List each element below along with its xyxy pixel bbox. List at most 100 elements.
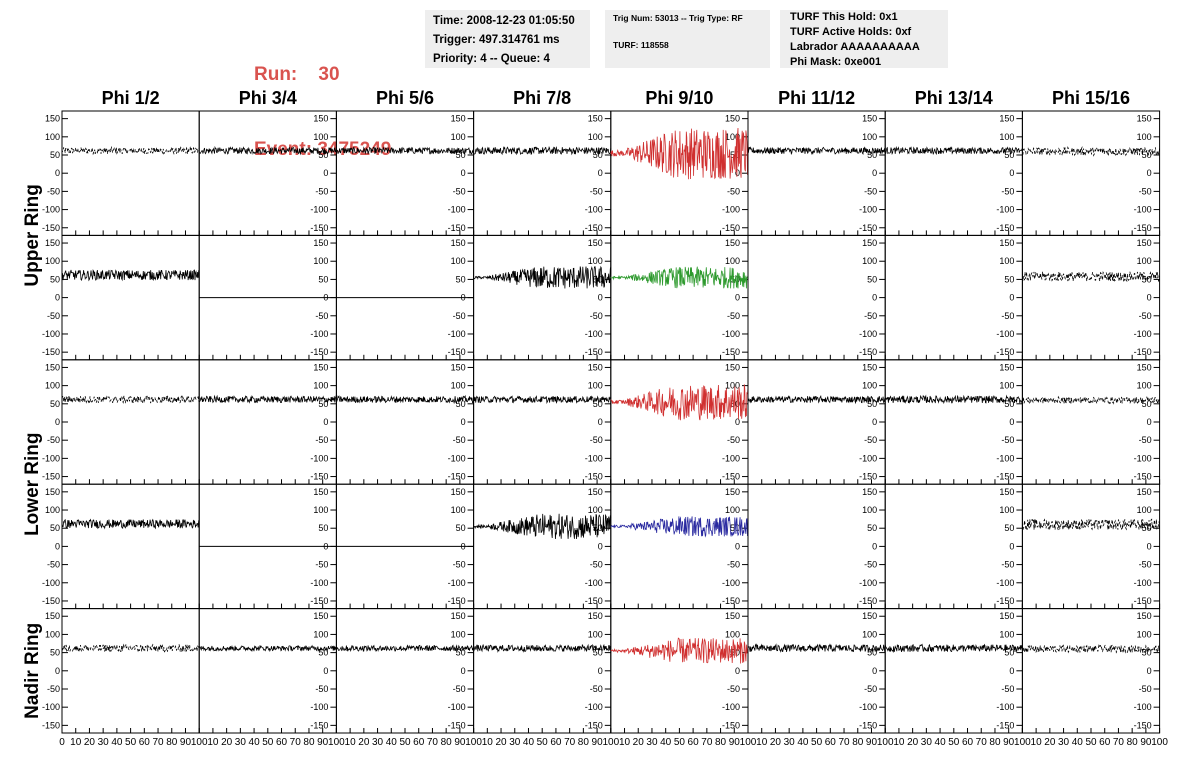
panel-frame: [198, 110, 337, 236]
y-tick-label: 50: [867, 150, 877, 160]
y-tick-label: 100: [725, 629, 740, 639]
y-tick-label: 150: [999, 611, 1014, 621]
panel-frame: [61, 359, 200, 485]
y-tick-label: -150: [310, 223, 328, 233]
x-tick-label: 100: [465, 737, 482, 748]
y-tick-label: 100: [1137, 629, 1152, 639]
y-tick-label: 0: [1009, 541, 1014, 551]
y-tick-label: -150: [996, 596, 1014, 606]
y-tick-label: -100: [42, 578, 60, 588]
waveform-line: [747, 643, 886, 653]
y-tick-label: 50: [1004, 523, 1014, 533]
y-tick-label: 50: [318, 648, 328, 658]
y-tick-label: -150: [585, 223, 603, 233]
x-tick-label: 30: [1058, 737, 1070, 748]
y-tick-label: 100: [588, 256, 603, 266]
panel-frame: [1021, 608, 1161, 734]
y-tick-label: -50: [47, 560, 60, 570]
x-tick-label: 80: [1127, 737, 1139, 748]
y-tick-label: 150: [999, 362, 1014, 372]
ring-label: Upper Ring: [22, 184, 43, 286]
y-tick-label: 50: [593, 399, 603, 409]
x-tick-label: 90: [866, 737, 878, 748]
waveform-line: [61, 394, 200, 405]
y-tick-label: 150: [451, 611, 466, 621]
y-tick-label: 50: [318, 274, 328, 284]
waveform-line: [1022, 518, 1160, 531]
y-tick-label: 100: [588, 132, 603, 142]
panel-frame: [1021, 110, 1161, 236]
y-tick-label: 0: [1147, 666, 1152, 676]
waveform-line: [610, 384, 749, 421]
y-tick-label: -150: [859, 596, 877, 606]
x-tick-label: 90: [1140, 737, 1152, 748]
y-tick-label: -150: [1134, 596, 1152, 606]
y-tick-label: 150: [45, 238, 60, 248]
y-tick-label: 0: [735, 168, 740, 178]
y-tick-label: 150: [862, 611, 877, 621]
y-tick-label: 50: [50, 274, 60, 284]
x-tick-label: 100: [877, 737, 894, 748]
y-tick-label: -50: [1139, 684, 1152, 694]
y-tick-label: -50: [590, 684, 603, 694]
y-tick-label: 100: [451, 505, 466, 515]
y-tick-label: -100: [448, 453, 466, 463]
y-tick-label: -50: [1139, 560, 1152, 570]
x-tick-label: 70: [701, 737, 713, 748]
x-tick-label: 60: [825, 737, 837, 748]
ring-label: Nadir Ring: [22, 623, 43, 719]
x-tick-label: 40: [386, 737, 398, 748]
y-tick-label: -100: [1134, 205, 1152, 215]
x-tick-label: 20: [358, 737, 370, 748]
waveform-line: [336, 644, 474, 653]
y-tick-label: 0: [872, 168, 877, 178]
x-tick-label: 30: [372, 737, 384, 748]
waveform-line: [473, 146, 612, 156]
y-tick-label: -50: [1001, 311, 1014, 321]
y-tick-label: -50: [47, 186, 60, 196]
x-tick-label: 70: [290, 737, 302, 748]
panel-frame: [747, 110, 886, 236]
x-tick-label: 40: [660, 737, 672, 748]
y-tick-label: 150: [725, 114, 740, 124]
x-tick-label: 50: [399, 737, 411, 748]
turf-num-text: TURF: 118558: [613, 40, 669, 50]
x-tick-label: 50: [811, 737, 823, 748]
y-tick-label: -100: [859, 702, 877, 712]
y-tick-label: -150: [42, 472, 60, 482]
x-tick-label: 30: [646, 737, 658, 748]
x-tick-label: 80: [441, 737, 453, 748]
y-tick-label: 100: [999, 629, 1014, 639]
panel-frame: [747, 608, 886, 734]
time-text: Time: 2008-12-23 01:05:50: [433, 15, 575, 27]
y-tick-label: 100: [725, 132, 740, 142]
y-tick-label: -50: [1001, 186, 1014, 196]
y-tick-label: 100: [725, 256, 740, 266]
x-tick-label: 40: [111, 737, 123, 748]
panel-frame: [884, 234, 1023, 361]
y-tick-label: 50: [456, 523, 466, 533]
x-tick-label: 10: [1031, 737, 1043, 748]
y-tick-label: -100: [448, 578, 466, 588]
x-tick-label: 0: [59, 737, 65, 748]
y-tick-label: 0: [872, 417, 877, 427]
x-tick-label: 20: [84, 737, 96, 748]
x-tick-label: 80: [303, 737, 315, 748]
panel-frame: [61, 483, 200, 610]
y-tick-label: -100: [859, 205, 877, 215]
y-tick-label: -100: [42, 453, 60, 463]
y-tick-label: 0: [735, 666, 740, 676]
panel-frame: [1021, 483, 1161, 610]
y-tick-label: 100: [45, 629, 60, 639]
y-tick-label: -50: [453, 684, 466, 694]
x-tick-label: 20: [770, 737, 782, 748]
y-tick-label: -100: [1134, 578, 1152, 588]
x-tick-label: 60: [688, 737, 700, 748]
y-tick-label: 150: [451, 487, 466, 497]
y-tick-label: -50: [47, 684, 60, 694]
waveform-line: [610, 127, 749, 180]
y-tick-label: -150: [996, 472, 1014, 482]
waveform-line: [61, 518, 200, 530]
waveform-line: [198, 145, 337, 156]
y-tick-label: -50: [453, 311, 466, 321]
